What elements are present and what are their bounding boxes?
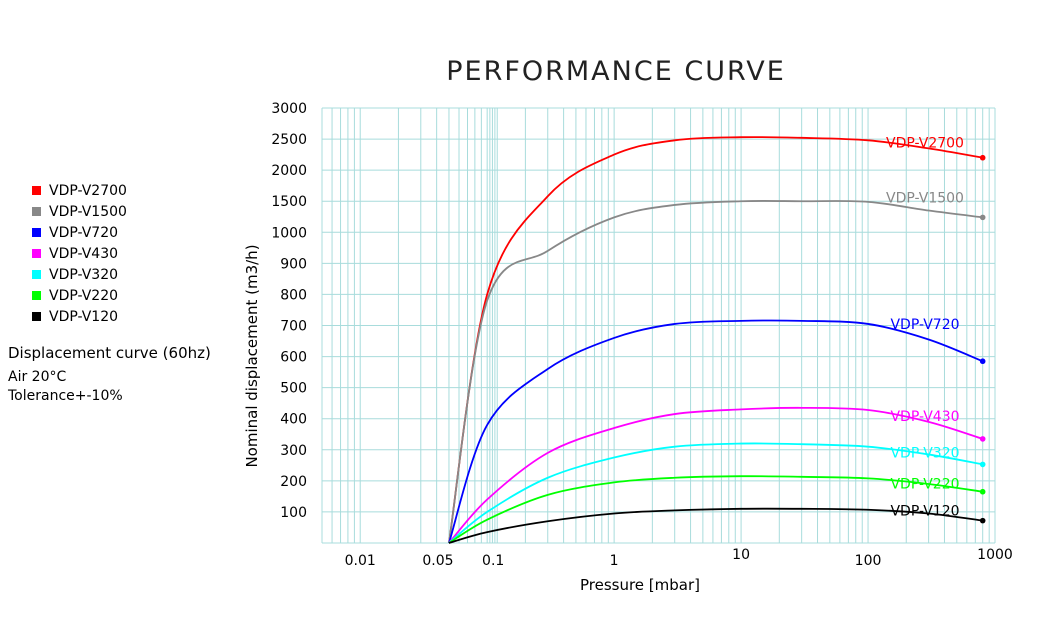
series-line-vdp-v1500 bbox=[448, 200, 983, 544]
legend-label: VDP-V120 bbox=[49, 308, 119, 325]
y-tick-label: 3000 bbox=[271, 101, 307, 117]
series-line-vdp-v320 bbox=[448, 442, 983, 544]
series-label-vdp-v2700: VDP-V2700 bbox=[886, 136, 964, 152]
series-line-vdp-v720 bbox=[448, 319, 984, 544]
series-label-vdp-v720: VDP-V720 bbox=[890, 317, 959, 333]
legend-item-vdp-v1500: VDP-V1500 bbox=[8, 201, 127, 222]
legend-label: VDP-V720 bbox=[49, 224, 119, 241]
legend-swatch bbox=[32, 291, 41, 300]
note-tolerance: Tolerance+-10% bbox=[8, 388, 123, 404]
series-label-vdp-v320: VDP-V320 bbox=[890, 445, 959, 461]
note-displacement: Displacement curve (60hz) bbox=[8, 344, 211, 362]
legend-swatch bbox=[32, 207, 41, 216]
series-end-marker-vdp-v430 bbox=[979, 436, 986, 442]
series-label-vdp-v430: VDP-V430 bbox=[890, 409, 959, 425]
series-line-vdp-v120 bbox=[448, 507, 983, 544]
y-tick-label: 200 bbox=[280, 474, 307, 490]
series-end-marker-vdp-v2700 bbox=[979, 154, 986, 161]
series-label-vdp-v220: VDP-V220 bbox=[890, 477, 959, 493]
legend-swatch bbox=[32, 228, 41, 237]
series-label-vdp-v1500: VDP-V1500 bbox=[886, 190, 964, 206]
x-tick-label: 10 bbox=[732, 547, 750, 563]
series-label-vdp-v120: VDP-V120 bbox=[890, 504, 959, 520]
note-air-temperature: Air 20°C bbox=[8, 369, 67, 385]
legend-swatch bbox=[32, 312, 41, 321]
series-line-vdp-v430 bbox=[448, 406, 983, 544]
y-tick-label: 300 bbox=[280, 443, 307, 459]
series-end-marker-vdp-v720 bbox=[979, 358, 986, 365]
y-tick-label: 100 bbox=[280, 505, 307, 521]
y-tick-label: 2000 bbox=[271, 163, 307, 179]
x-axis-label: Pressure [mbar] bbox=[580, 576, 700, 594]
legend-label: VDP-V2700 bbox=[49, 182, 127, 199]
legend-label: VDP-V220 bbox=[49, 287, 119, 304]
y-tick-label: 1500 bbox=[271, 194, 307, 210]
x-tick-label: 100 bbox=[855, 553, 882, 569]
x-tick-label: 1000 bbox=[977, 547, 1013, 563]
legend-item-vdp-v120: VDP-V120 bbox=[8, 306, 127, 327]
y-tick-label: 700 bbox=[280, 319, 307, 335]
legend-swatch bbox=[32, 270, 41, 279]
legend-item-vdp-v720: VDP-V720 bbox=[8, 222, 127, 243]
y-tick-label: 1000 bbox=[271, 225, 307, 241]
series-line-vdp-v2700 bbox=[448, 136, 983, 544]
series-layer: VDP-V2700 VDP-V1500 VDP-V720 VDP-V430 VDP-V3… bbox=[448, 136, 986, 544]
grid bbox=[321, 107, 996, 544]
x-tick-label: 0.1 bbox=[482, 553, 504, 569]
y-tick-labels: 100 200 300 400 500 600 700 800 900 1000 1500 2000 2… bbox=[271, 101, 307, 521]
x-tick-label: 0.05 bbox=[422, 553, 453, 569]
chart-title: PERFORMANCE CURVE bbox=[446, 56, 786, 87]
y-tick-label: 600 bbox=[280, 350, 307, 366]
legend-label: VDP-V320 bbox=[49, 266, 119, 283]
x-tick-label: 0.01 bbox=[345, 553, 376, 569]
legend-item-vdp-v220: VDP-V220 bbox=[8, 285, 127, 306]
legend-item-vdp-v2700: VDP-V2700 bbox=[8, 180, 127, 201]
legend-swatch bbox=[32, 249, 41, 258]
y-tick-label: 800 bbox=[280, 287, 307, 303]
legend-label: VDP-V430 bbox=[49, 245, 119, 262]
legend-item-vdp-v320: VDP-V320 bbox=[8, 264, 127, 285]
series-end-marker-vdp-v1500 bbox=[979, 214, 986, 221]
legend-swatch bbox=[32, 186, 41, 195]
series-end-marker-vdp-v320 bbox=[979, 461, 986, 468]
series-end-marker-vdp-v120 bbox=[979, 517, 986, 524]
series-line-vdp-v220 bbox=[448, 475, 983, 544]
x-tick-labels: 0.01 0.05 0.1 1 10 100 1000 bbox=[345, 547, 1013, 569]
legend: VDP-V2700 VDP-V1500 VDP-V720 VDP-V430 VDP-V3… bbox=[8, 180, 127, 327]
y-tick-label: 500 bbox=[280, 381, 307, 397]
y-tick-label: 2500 bbox=[271, 132, 307, 148]
legend-label: VDP-V1500 bbox=[49, 203, 127, 220]
x-tick-label: 1 bbox=[610, 553, 619, 569]
series-end-marker-vdp-v220 bbox=[979, 488, 986, 495]
y-axis-label: Nominal displacement (m3/h) bbox=[243, 244, 261, 467]
legend-item-vdp-v430: VDP-V430 bbox=[8, 243, 127, 264]
notes: Displacement curve (60hz) Air 20°C Toler… bbox=[8, 344, 211, 407]
y-tick-label: 900 bbox=[280, 256, 307, 272]
y-tick-label: 400 bbox=[280, 412, 307, 428]
